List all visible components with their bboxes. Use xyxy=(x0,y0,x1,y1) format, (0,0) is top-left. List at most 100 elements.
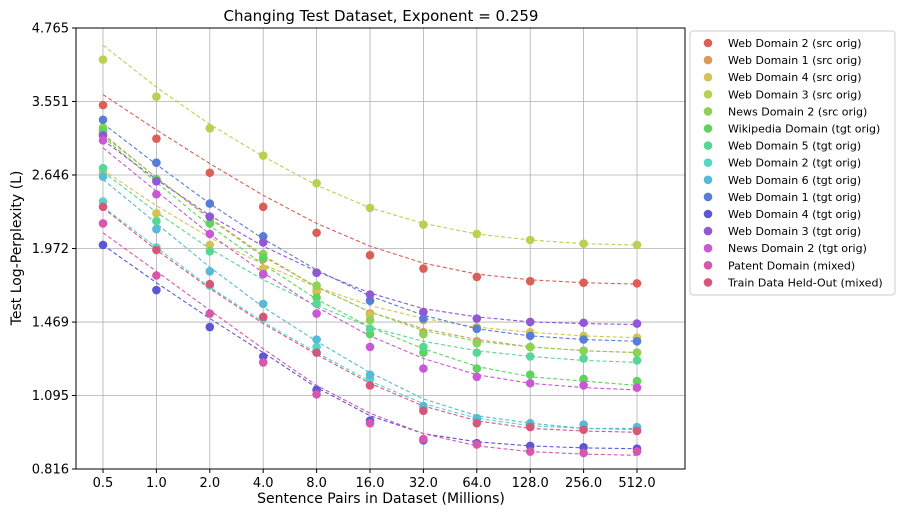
data-point xyxy=(152,224,161,234)
legend-label: Web Domain 1 (src orig) xyxy=(728,54,862,67)
x-tick-label: 64.0 xyxy=(462,476,491,491)
y-tick-label: 2.646 xyxy=(32,169,69,184)
data-point xyxy=(365,315,375,325)
data-point xyxy=(579,354,588,363)
legend-label: News Domain 2 (tgt orig) xyxy=(728,242,867,255)
legend-label: Patent Domain (mixed) xyxy=(728,259,855,272)
legend-marker xyxy=(703,278,713,287)
legend-box xyxy=(689,30,896,296)
legend-marker xyxy=(703,72,713,82)
data-point xyxy=(579,239,588,249)
data-point xyxy=(419,220,428,229)
data-point xyxy=(98,115,108,125)
legend-marker xyxy=(703,124,713,133)
data-point xyxy=(525,352,535,361)
legend-marker xyxy=(703,243,713,253)
data-point xyxy=(525,235,535,245)
data-point xyxy=(258,232,268,241)
data-point xyxy=(152,271,161,280)
data-point xyxy=(365,250,375,260)
data-point xyxy=(419,264,428,273)
data-point xyxy=(472,372,482,382)
data-point xyxy=(472,314,482,323)
data-point xyxy=(365,203,375,213)
data-point xyxy=(205,266,215,276)
x-tick-label: 1.0 xyxy=(146,476,167,491)
data-point xyxy=(152,158,161,167)
x-axis-label: Sentence Pairs in Dataset (Millions) xyxy=(257,491,505,507)
y-tick-label: 3.551 xyxy=(32,95,69,110)
data-point xyxy=(205,246,215,256)
data-point xyxy=(525,276,535,286)
y-tick-label: 4.765 xyxy=(32,22,69,37)
x-tick-label: 128.0 xyxy=(512,476,549,491)
data-point xyxy=(98,219,108,228)
data-point xyxy=(205,212,215,221)
y-tick-label: 1.972 xyxy=(32,242,69,257)
fit-line xyxy=(102,94,638,285)
data-point xyxy=(365,324,375,334)
legend: Web Domain 2 (src orig) Web Domain 1 (src… xyxy=(689,30,896,296)
data-point xyxy=(472,418,482,428)
data-point xyxy=(632,240,642,250)
data-point xyxy=(579,318,588,328)
data-point xyxy=(152,245,161,255)
grid xyxy=(76,27,685,470)
data-point xyxy=(258,269,268,279)
data-point xyxy=(205,199,215,208)
legend-marker xyxy=(703,38,713,48)
y-axis: 0.816 1.095 1.469 1.972 2.646 3.551 4.765 xyxy=(32,22,76,478)
data-points xyxy=(98,55,642,458)
data-point xyxy=(365,290,375,299)
data-point xyxy=(419,364,428,373)
data-point xyxy=(205,309,215,318)
legend-marker xyxy=(703,90,713,99)
data-point xyxy=(525,447,535,456)
data-point xyxy=(98,240,108,250)
data-point xyxy=(579,278,588,287)
data-point xyxy=(579,425,588,434)
data-point xyxy=(258,202,268,212)
data-point xyxy=(312,178,321,188)
data-point xyxy=(472,348,482,357)
data-point xyxy=(419,329,428,339)
data-point xyxy=(98,202,108,212)
data-point xyxy=(632,356,642,365)
data-point xyxy=(312,228,321,238)
x-axis: 0.5 1.0 2.0 4.0 8.0 16.0 32.0 64.0 128.0 256.0 512… xyxy=(93,469,656,491)
data-point xyxy=(98,136,108,145)
data-point xyxy=(152,189,161,199)
data-point xyxy=(205,279,215,289)
x-tick-label: 4.0 xyxy=(253,476,274,491)
data-point xyxy=(419,307,428,317)
data-point xyxy=(472,364,482,373)
legend-label: News Domain 2 (src orig) xyxy=(728,105,867,118)
data-point xyxy=(205,322,215,332)
data-point xyxy=(258,312,268,322)
legend-marker xyxy=(703,209,713,219)
data-point xyxy=(472,272,482,282)
data-point xyxy=(258,299,268,309)
data-point xyxy=(365,418,375,428)
legend-label: Web Domain 4 (tgt orig) xyxy=(728,208,861,221)
data-point xyxy=(525,342,535,352)
data-point xyxy=(312,348,321,357)
data-point xyxy=(472,338,482,348)
data-point xyxy=(258,253,268,263)
data-point xyxy=(472,324,482,334)
legend-marker xyxy=(703,107,713,116)
data-point xyxy=(632,337,642,346)
legend-marker xyxy=(703,55,713,65)
data-point xyxy=(525,317,535,327)
data-point xyxy=(98,172,108,181)
fit-line xyxy=(102,171,638,363)
data-point xyxy=(579,346,588,356)
data-point xyxy=(632,376,642,386)
data-point xyxy=(472,440,482,449)
data-point xyxy=(258,358,268,367)
data-point xyxy=(205,168,215,178)
data-point xyxy=(525,378,535,388)
data-point xyxy=(419,314,428,323)
legend-marker xyxy=(703,226,713,236)
